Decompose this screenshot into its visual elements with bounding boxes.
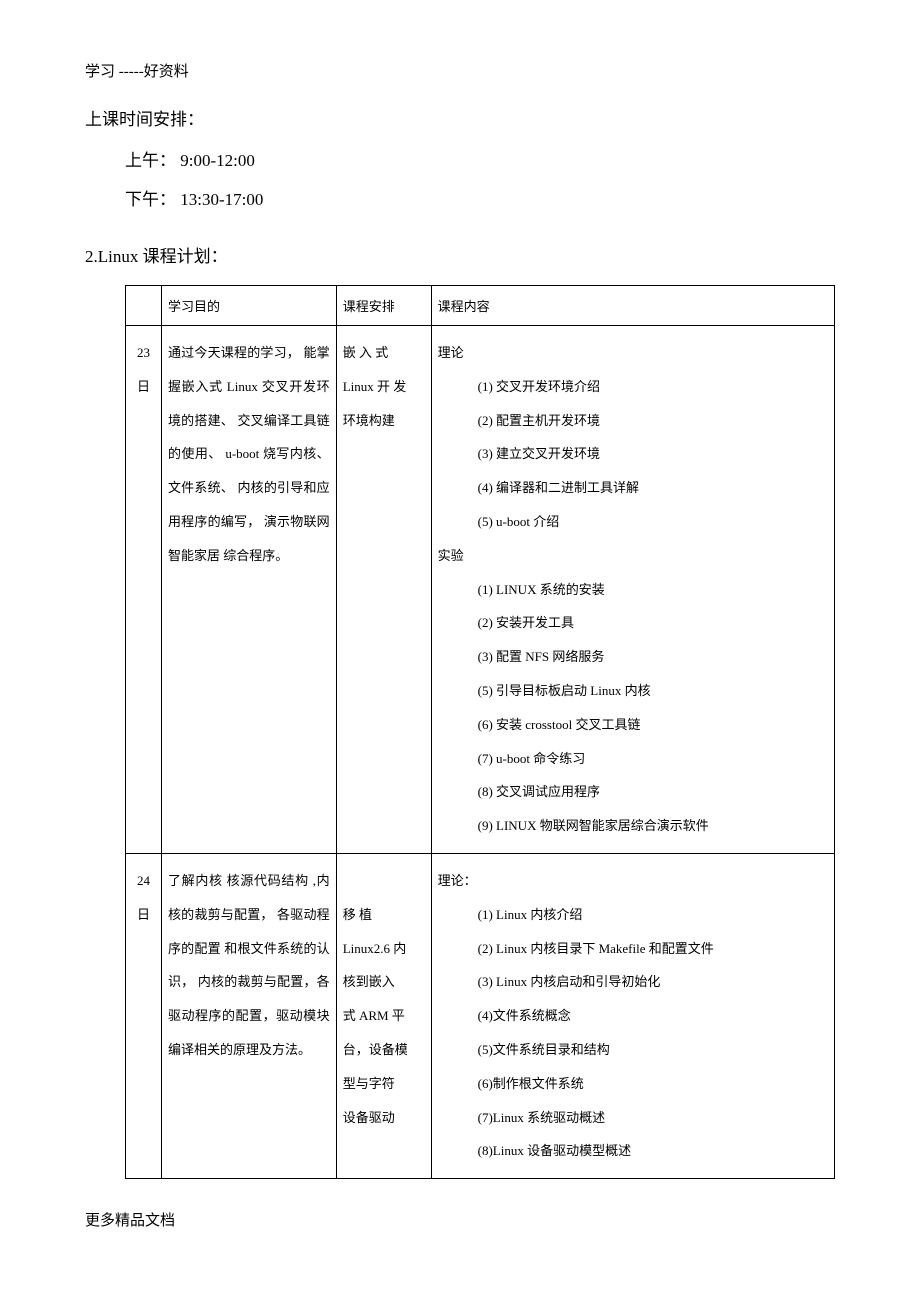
arrange-text: 移 植 Linux2.6 内 核到嵌入 式 ARM 平 台，设备模 型与字符 设… — [343, 864, 425, 1134]
arrange-line: Linux2.6 内 — [343, 941, 407, 956]
header-content: 课程内容 — [431, 286, 834, 326]
content-item: (5) u-boot 介绍 — [438, 505, 828, 539]
cell-arrange: 移 植 Linux2.6 内 核到嵌入 式 ARM 平 台，设备模 型与字符 设… — [336, 853, 431, 1178]
table-row: 24日 了解内核 核源代码结构 ,内核的裁剪与配置， 各驱动程序的配置 和根文件… — [126, 853, 835, 1178]
content-item: (5)文件系统目录和结构 — [438, 1033, 828, 1067]
goal-text: 了解内核 核源代码结构 ,内核的裁剪与配置， 各驱动程序的配置 和根文件系统的认… — [168, 864, 330, 1067]
arrange-line: 型与字符 — [343, 1076, 395, 1091]
header-date — [126, 286, 162, 326]
course-table: 学习目的 课程安排 课程内容 23日 通过今天课程的学习， 能掌握嵌入式 Lin… — [125, 285, 835, 1179]
cell-content: 理论 (1) 交叉开发环境介绍 (2) 配置主机开发环境 (3) 建立交叉开发环… — [431, 326, 834, 854]
content-item: (1) 交叉开发环境介绍 — [438, 370, 828, 404]
cell-arrange: 嵌 入 式 Linux 开 发 环境构建 — [336, 326, 431, 854]
content-text: 理论 (1) 交叉开发环境介绍 (2) 配置主机开发环境 (3) 建立交叉开发环… — [438, 336, 828, 843]
content-item: (2) 配置主机开发环境 — [438, 404, 828, 438]
schedule-afternoon: 下午： 13:30-17:00 — [125, 185, 835, 210]
content-item: (7) u-boot 命令练习 — [438, 742, 828, 776]
schedule-title: 上课时间安排： — [85, 105, 835, 130]
goal-text: 通过今天课程的学习， 能掌握嵌入式 Linux 交叉开发环境的搭建、 交叉编译工… — [168, 336, 330, 573]
content-item: (3) Linux 内核启动和引导初始化 — [438, 965, 828, 999]
table-container: 学习目的 课程安排 课程内容 23日 通过今天课程的学习， 能掌握嵌入式 Lin… — [125, 285, 835, 1179]
cell-date: 24日 — [126, 853, 162, 1178]
content-section-label: 理论 — [438, 336, 828, 370]
page-header: 学习 -----好资料 — [85, 60, 835, 81]
page-footer: 更多精品文档 — [85, 1209, 835, 1230]
content-item: (9) LINUX 物联网智能家居综合演示软件 — [438, 809, 828, 843]
content-item: (7)Linux 系统驱动概述 — [438, 1101, 828, 1135]
schedule-morning: 上午： 9:00-12:00 — [125, 146, 835, 171]
header-arrange: 课程安排 — [336, 286, 431, 326]
cell-date: 23日 — [126, 326, 162, 854]
arrange-line: 设备驱动 — [343, 1110, 395, 1125]
content-item: (3) 建立交叉开发环境 — [438, 437, 828, 471]
cell-goal: 了解内核 核源代码结构 ,内核的裁剪与配置， 各驱动程序的配置 和根文件系统的认… — [161, 853, 336, 1178]
arrange-text: 嵌 入 式 Linux 开 发 环境构建 — [343, 336, 425, 437]
arrange-line: 台，设备模 — [343, 1042, 408, 1057]
content-item: (1) Linux 内核介绍 — [438, 898, 828, 932]
arrange-line: Linux 开 发 — [343, 379, 407, 394]
section-title: 2.Linux 课程计划： — [85, 242, 835, 267]
content-item: (2) Linux 内核目录下 Makefile 和配置文件 — [438, 932, 828, 966]
content-item: (1) LINUX 系统的安装 — [438, 573, 828, 607]
table-header-row: 学习目的 课程安排 课程内容 — [126, 286, 835, 326]
content-section-label: 理论： — [438, 864, 828, 898]
content-item: (5) 引导目标板启动 Linux 内核 — [438, 674, 828, 708]
content-section-label: 实验 — [438, 539, 828, 573]
arrange-line: 嵌 入 式 — [343, 345, 389, 360]
arrange-line: 核到嵌入 — [343, 974, 395, 989]
content-item: (2) 安装开发工具 — [438, 606, 828, 640]
content-item: (4)文件系统概念 — [438, 999, 828, 1033]
cell-goal: 通过今天课程的学习， 能掌握嵌入式 Linux 交叉开发环境的搭建、 交叉编译工… — [161, 326, 336, 854]
arrange-line: 式 ARM 平 — [343, 1008, 405, 1023]
content-item: (6)制作根文件系统 — [438, 1067, 828, 1101]
table-row: 23日 通过今天课程的学习， 能掌握嵌入式 Linux 交叉开发环境的搭建、 交… — [126, 326, 835, 854]
content-text: 理论： (1) Linux 内核介绍 (2) Linux 内核目录下 Makef… — [438, 864, 828, 1168]
cell-content: 理论： (1) Linux 内核介绍 (2) Linux 内核目录下 Makef… — [431, 853, 834, 1178]
content-item: (3) 配置 NFS 网络服务 — [438, 640, 828, 674]
content-item: (8)Linux 设备驱动模型概述 — [438, 1134, 828, 1168]
arrange-line: 移 植 — [343, 907, 372, 922]
content-item: (6) 安装 crosstool 交叉工具链 — [438, 708, 828, 742]
arrange-line: 环境构建 — [343, 413, 395, 428]
content-item: (4) 编译器和二进制工具详解 — [438, 471, 828, 505]
header-goal: 学习目的 — [161, 286, 336, 326]
content-item: (8) 交叉调试应用程序 — [438, 775, 828, 809]
